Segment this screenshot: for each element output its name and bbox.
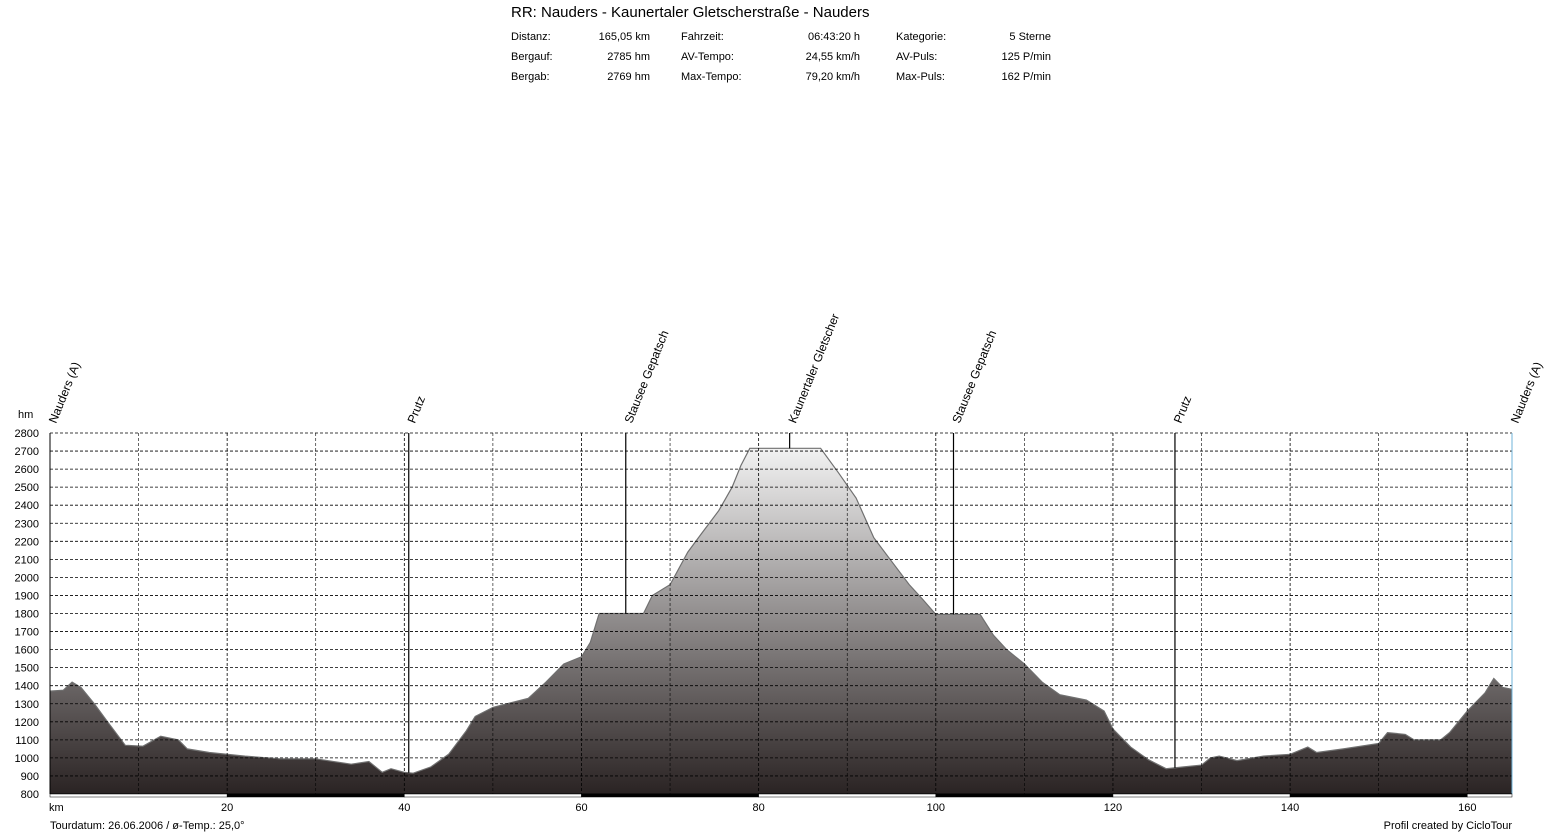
waypoint-label: Nauders (A): [46, 360, 83, 425]
y-tick-label: 2400: [15, 500, 39, 512]
x-tick-label: 160: [1458, 802, 1476, 814]
axis-layer: hm km: [18, 409, 64, 814]
y-tick-label: 1800: [15, 609, 39, 621]
x-axis-scale-segment: [758, 793, 937, 798]
y-tick-label: 1500: [15, 663, 39, 675]
x-tick-label: 80: [753, 802, 765, 814]
stat-label: Max-Tempo:: [681, 71, 742, 83]
y-tick-label: 2200: [15, 536, 39, 548]
grid-layer: 800 900 1000 1100 1200 1300 1400 1500 1600 1700 18…: [15, 428, 1513, 814]
y-tick-label: 2100: [15, 554, 39, 566]
y-tick-label: 2800: [15, 428, 39, 440]
y-tick-label: 1300: [15, 699, 39, 711]
footer-credit: Profil created by CicloTour: [1383, 820, 1512, 832]
waypoint-label: Nauders (A): [1508, 360, 1545, 425]
x-axis-scale-segment: [1289, 793, 1468, 798]
footer-tour-date: Tourdatum: 26.06.2006 / ø-Temp.: 25,0°: [50, 820, 245, 832]
y-tick-label: 1900: [15, 590, 39, 602]
stat-label: Distanz:: [511, 31, 551, 43]
stat-value: 06:43:20 h: [808, 31, 860, 43]
waypoint-label: Prutz: [405, 394, 428, 425]
x-tick-label: 140: [1281, 802, 1299, 814]
x-axis-label: km: [49, 802, 64, 814]
x-axis-scale-segment: [1112, 793, 1291, 798]
y-tick-label: 2700: [15, 446, 39, 458]
x-axis-scale-segment: [226, 793, 405, 798]
x-axis-scale-segment: [935, 793, 1114, 798]
stat-label: Bergab:: [511, 71, 550, 83]
x-tick-label: 40: [398, 802, 410, 814]
x-axis-scale-segment: [49, 793, 228, 798]
waypoint-label: Stausee Gepatsch: [622, 328, 672, 425]
stat-value: 2769 hm: [607, 71, 650, 83]
stat-value: 2785 hm: [607, 51, 650, 63]
x-tick-label: 120: [1104, 802, 1122, 814]
y-tick-label: 1200: [15, 717, 39, 729]
y-tick-label: 900: [21, 771, 39, 783]
y-tick-label: 1600: [15, 645, 39, 657]
y-tick-label: 2500: [15, 482, 39, 494]
x-tick-label: 60: [575, 802, 587, 814]
stat-value: 5 Sterne: [1009, 31, 1051, 43]
x-axis-scale-segment: [581, 793, 759, 798]
stat-value: 125 P/min: [1001, 51, 1051, 63]
profile-area: [50, 448, 1512, 794]
y-tick-label: 1100: [15, 735, 39, 747]
stat-label: Max-Puls:: [896, 71, 945, 83]
x-axis-scale-segment: [404, 793, 582, 798]
y-tick-label: 2300: [15, 518, 39, 530]
waypoint-label: Prutz: [1171, 394, 1194, 425]
stat-label: Fahrzeit:: [681, 31, 724, 43]
y-tick-label: 800: [21, 789, 39, 801]
waypoint-label: Stausee Gepatsch: [949, 328, 999, 425]
waypoint-label: Kaunertaler Gletscher: [785, 312, 842, 425]
y-tick-label: 1000: [15, 753, 39, 765]
stat-value: 165,05 km: [598, 31, 650, 43]
stat-value: 162 P/min: [1001, 71, 1051, 83]
stat-label: AV-Puls:: [896, 51, 938, 63]
x-axis-scale-segment: [1467, 793, 1513, 798]
profile-line: [49, 447, 1513, 774]
x-tick-label: 100: [927, 802, 945, 814]
y-axis-label: hm: [18, 409, 33, 421]
y-tick-label: 2000: [15, 572, 39, 584]
stat-label: Kategorie:: [896, 31, 947, 43]
stat-value: 79,20 km/h: [805, 71, 860, 83]
y-tick-label: 1700: [15, 627, 39, 639]
stat-value: 24,55 km/h: [805, 51, 860, 63]
stat-label: AV-Tempo:: [681, 51, 734, 63]
y-tick-label: 2600: [15, 464, 39, 476]
y-tick-label: 1400: [15, 681, 39, 693]
chart-title: RR: Nauders - Kaunertaler Gletscherstraß…: [511, 4, 870, 21]
x-tick-label: 20: [221, 802, 233, 814]
stat-label: Bergauf:: [511, 51, 553, 63]
fill-layer: [49, 447, 1513, 794]
